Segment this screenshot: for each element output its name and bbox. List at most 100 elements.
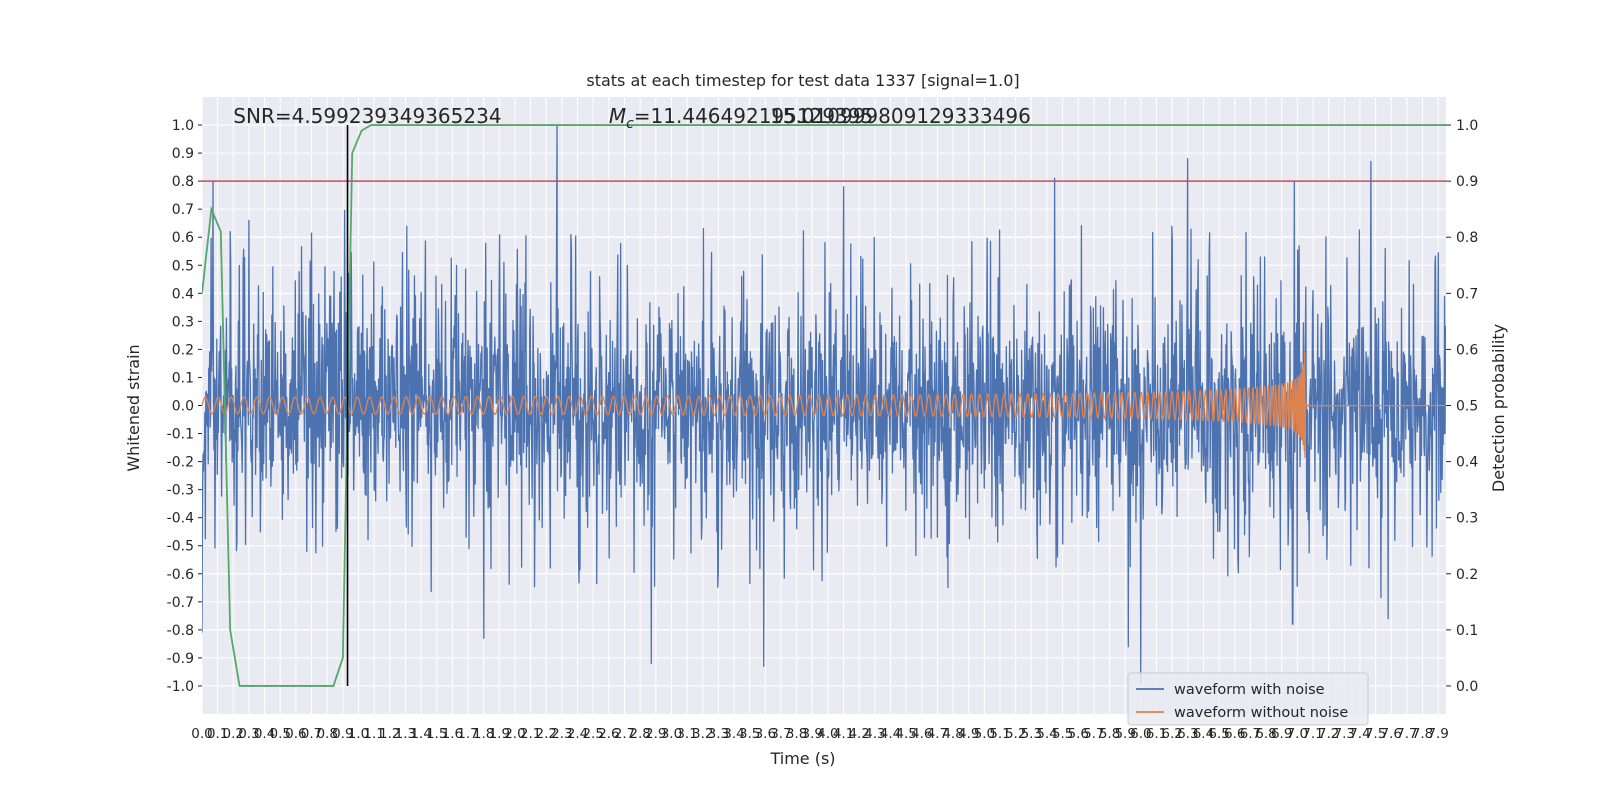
x-tick-label: 5.5 bbox=[1052, 726, 1073, 742]
x-tick-label: 2.6 bbox=[598, 726, 619, 742]
y-tick-label: 0.8 bbox=[172, 174, 194, 190]
x-tick-label: 1.3 bbox=[395, 726, 416, 742]
x-tick-label: 2.8 bbox=[629, 726, 650, 742]
x-tick-label: 7.0 bbox=[1287, 726, 1308, 742]
y-tick-label: -0.3 bbox=[167, 483, 194, 499]
x-tick-label: 2.3 bbox=[551, 726, 572, 742]
legend: waveform with noise waveform without nois… bbox=[1127, 672, 1369, 726]
x-tick-label: 4.0 bbox=[817, 726, 838, 742]
x-tick-label: 1.7 bbox=[457, 726, 478, 742]
y-tick-label: -0.2 bbox=[167, 455, 194, 471]
x-tick-label: 4.3 bbox=[864, 726, 885, 742]
y-tick-label: 0.9 bbox=[172, 146, 194, 162]
x-tick-label: 4.8 bbox=[942, 726, 963, 742]
y-tick-label: -0.9 bbox=[167, 651, 194, 667]
x-tick-label: 2.0 bbox=[504, 726, 525, 742]
series-waveform-without-noise bbox=[202, 352, 1446, 458]
x-tick-label: 6.2 bbox=[1161, 726, 1182, 742]
y-tick-label: -0.7 bbox=[167, 595, 194, 611]
y-right-tick-label: 0.2 bbox=[1456, 567, 1478, 583]
x-tick-label: 3.5 bbox=[739, 726, 760, 742]
y-tick-label: 0.5 bbox=[172, 258, 194, 274]
y-right-tick-label: 1.0 bbox=[1456, 118, 1478, 134]
x-tick-label: 5.9 bbox=[1114, 726, 1135, 742]
x-tick-label: 3.7 bbox=[770, 726, 791, 742]
x-tick-label: 3.0 bbox=[661, 726, 682, 742]
x-tick-label: 7.5 bbox=[1365, 726, 1386, 742]
y-tick-label: -0.4 bbox=[167, 511, 194, 527]
x-tick-label: 3.8 bbox=[786, 726, 807, 742]
y-right-tick-label: 0.4 bbox=[1456, 455, 1478, 471]
y-tick-label: -0.6 bbox=[167, 567, 194, 583]
y-tick-label: 0.1 bbox=[172, 370, 194, 386]
annotation-0: SNR=4.599239349365234 bbox=[233, 104, 501, 128]
x-tick-label: 6.7 bbox=[1240, 726, 1261, 742]
x-tick-label: 1.9 bbox=[489, 726, 510, 742]
x-tick-label: 2.1 bbox=[520, 726, 541, 742]
x-tick-label: 7.8 bbox=[1412, 726, 1433, 742]
x-tick-label: 4.4 bbox=[880, 726, 901, 742]
legend-box bbox=[1127, 672, 1369, 726]
x-tick-label: 5.0 bbox=[974, 726, 995, 742]
x-tick-label: 2.4 bbox=[567, 726, 588, 742]
legend-label: waveform with noise bbox=[1174, 682, 1325, 698]
y-tick-label: -0.5 bbox=[167, 539, 194, 555]
x-tick-label: 7.7 bbox=[1396, 726, 1417, 742]
x-tick-label: 5.6 bbox=[1068, 726, 1089, 742]
annotation-1: Mc=11.446492195129395 bbox=[609, 104, 873, 132]
x-tick-label: 1.4 bbox=[410, 726, 431, 742]
x-tick-label: 4.7 bbox=[927, 726, 948, 742]
x-tick-label: 5.4 bbox=[1036, 726, 1057, 742]
x-tick-label: 6.4 bbox=[1193, 726, 1214, 742]
y-right-tick-label: 0.9 bbox=[1456, 174, 1478, 190]
y-right-tick-label: 0.6 bbox=[1456, 342, 1478, 358]
y-right-tick-label: 0.8 bbox=[1456, 230, 1478, 246]
x-tick-label: 0.9 bbox=[332, 726, 353, 742]
y-right-tick-label: 0.1 bbox=[1456, 623, 1478, 639]
x-tick-label: 0.1 bbox=[207, 726, 228, 742]
x-tick-label: 3.1 bbox=[676, 726, 697, 742]
x-tick-label: 1.5 bbox=[426, 726, 447, 742]
x-tick-label: 6.1 bbox=[1146, 726, 1167, 742]
x-tick-label: 5.7 bbox=[1083, 726, 1104, 742]
series-waveform-with-noise bbox=[202, 124, 1446, 684]
y-tick-label: 0.4 bbox=[172, 286, 194, 302]
x-tick-label: 1.0 bbox=[348, 726, 369, 742]
x-axis-label: Time (s) bbox=[769, 749, 835, 768]
y-right-tick-label: 0.3 bbox=[1456, 511, 1478, 527]
x-tick-label: 3.2 bbox=[692, 726, 713, 742]
x-tick-label: 6.8 bbox=[1255, 726, 1276, 742]
x-tick-label: 6.0 bbox=[1130, 726, 1151, 742]
x-tick-label: 2.7 bbox=[614, 726, 635, 742]
x-tick-label: 0.8 bbox=[316, 726, 337, 742]
y-right-tick-label: 0.7 bbox=[1456, 286, 1478, 302]
chart-title: stats at each timestep for test data 133… bbox=[586, 71, 1019, 90]
x-tick-label: 7.6 bbox=[1380, 726, 1401, 742]
legend-label: waveform without noise bbox=[1174, 705, 1348, 721]
x-tick-label: 0.6 bbox=[285, 726, 306, 742]
x-tick-label: 6.5 bbox=[1208, 726, 1229, 742]
x-tick-label: 1.2 bbox=[379, 726, 400, 742]
x-tick-label: 0.3 bbox=[238, 726, 259, 742]
x-tick-label: 4.1 bbox=[833, 726, 854, 742]
x-tick-label: 4.9 bbox=[958, 726, 979, 742]
x-tick-label: 4.5 bbox=[895, 726, 916, 742]
data-layer bbox=[202, 124, 1446, 687]
x-tick-label: 7.9 bbox=[1427, 726, 1448, 742]
x-tick-label: 7.4 bbox=[1349, 726, 1370, 742]
x-tick-label: 1.8 bbox=[473, 726, 494, 742]
x-tick-label: 0.4 bbox=[254, 726, 275, 742]
x-tick-label: 5.3 bbox=[1021, 726, 1042, 742]
x-tick-label: 3.9 bbox=[802, 726, 823, 742]
y-tick-label: -0.1 bbox=[167, 427, 194, 443]
y-tick-label: -1.0 bbox=[167, 679, 194, 695]
y-right-tick-label: 0.5 bbox=[1456, 399, 1478, 415]
x-tick-label: 7.1 bbox=[1302, 726, 1323, 742]
x-tick-label: 0.2 bbox=[223, 726, 244, 742]
annotation-2: 15.010999809129333496 bbox=[770, 104, 1031, 128]
y-tick-label: 0.0 bbox=[172, 399, 194, 415]
x-tick-label: 3.3 bbox=[708, 726, 729, 742]
x-tick-label: 1.6 bbox=[442, 726, 463, 742]
